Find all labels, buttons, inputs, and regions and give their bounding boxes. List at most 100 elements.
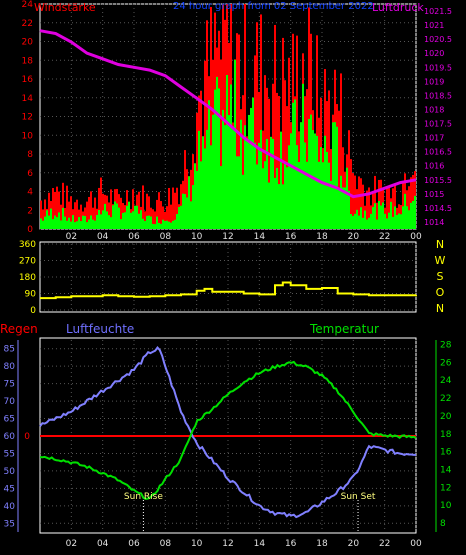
sun-annotation: Sun Rise <box>124 492 163 502</box>
wind-bar <box>312 130 314 229</box>
wind-bar <box>76 221 78 229</box>
luftdruck-tick-label: 1017 <box>424 134 444 143</box>
wind-bar <box>112 205 114 229</box>
wind-bar <box>306 161 308 229</box>
luftdruck-tick-label: 1014.5 <box>424 204 452 213</box>
luftdruck-tick-label: 1021 <box>424 21 444 30</box>
windstaerke-tick-label: 18 <box>22 56 34 66</box>
x-tick-label: 22 <box>379 232 390 242</box>
wind-bar <box>102 210 104 229</box>
wind-bar <box>108 215 110 229</box>
wind-bar <box>168 221 170 229</box>
gust-bar <box>256 22 258 230</box>
wind-bar <box>260 129 262 229</box>
temperatur-axis-label: Temperatur <box>309 322 379 336</box>
wind-bar <box>332 122 334 229</box>
x-tick-label: 04 <box>97 232 109 242</box>
wind-bar <box>380 205 382 229</box>
wind-bar <box>120 219 122 229</box>
x-tick-label: 12 <box>222 539 233 549</box>
windstaerke-tick-label: 0 <box>27 225 33 235</box>
wind-bar <box>304 142 306 229</box>
wind-bar <box>172 220 174 229</box>
wind-bar <box>354 213 356 229</box>
gust-bar <box>354 175 356 229</box>
windstaerke-tick-label: 8 <box>27 150 33 160</box>
gust-bar <box>154 211 156 229</box>
temperature-tick-label: 8 <box>440 519 446 529</box>
gust-bar <box>148 196 150 229</box>
temperature-tick-label: 28 <box>440 340 452 350</box>
gust-bar <box>94 197 96 229</box>
wind-bar <box>232 128 234 229</box>
wind-bar <box>382 202 384 229</box>
wind-bar <box>356 209 358 229</box>
wind-bar <box>270 136 272 229</box>
wind-bar <box>344 187 346 229</box>
wind-bar <box>326 151 328 229</box>
humidity-line <box>39 346 416 519</box>
wind-bar <box>294 99 296 230</box>
wind-bar <box>154 224 156 229</box>
wind-bar <box>338 187 340 229</box>
luftdruck-tick-label: 1014 <box>424 218 444 227</box>
wind-bar <box>352 215 354 229</box>
gust-bar <box>48 192 50 229</box>
wind-bar <box>156 216 158 229</box>
wind-bar <box>192 185 194 229</box>
regen-axis-label: Regen <box>0 322 38 336</box>
rain-zero-label: 0 <box>24 432 30 442</box>
gust-bar <box>386 187 388 229</box>
wind-bar <box>52 219 54 229</box>
wind-bar <box>286 167 288 229</box>
windstaerke-tick-label: 22 <box>22 19 33 29</box>
wind-bar <box>302 83 304 229</box>
wind-bar <box>406 206 408 229</box>
x-tick-label: 22 <box>379 539 390 549</box>
wind-bar <box>374 203 376 229</box>
wind-bar <box>170 222 172 229</box>
gust-bar <box>60 204 62 229</box>
gust-bar <box>58 191 60 229</box>
wind-bar <box>368 217 370 229</box>
wind-bar <box>196 170 198 229</box>
wind-bar <box>44 216 46 229</box>
gust-bar <box>200 90 202 229</box>
wind-bar <box>220 166 222 229</box>
wind-bar <box>110 217 112 229</box>
wind-bar <box>358 215 360 229</box>
gust-bar <box>164 211 166 229</box>
x-tick-label: 16 <box>285 539 297 549</box>
wind-bar <box>128 201 130 229</box>
gust-bar <box>190 169 192 229</box>
wind-bar <box>174 219 176 229</box>
x-tick-label: 18 <box>316 539 328 549</box>
wind-bar <box>250 107 252 229</box>
temperature-tick-label: 22 <box>440 394 451 404</box>
wind-bar <box>98 210 100 229</box>
wind-bar <box>62 207 64 229</box>
gust-bar <box>100 177 102 229</box>
wind-bar <box>364 210 366 229</box>
wind-bar <box>106 211 108 229</box>
wind-bar <box>414 195 416 229</box>
windstaerke-tick-label: 10 <box>22 131 34 141</box>
wind-bar <box>230 84 232 229</box>
wind-bar <box>140 210 142 229</box>
wind-bar <box>114 201 116 229</box>
wind-bar <box>208 100 210 229</box>
sun-annotation: Sun Set <box>341 492 376 502</box>
wind-bar <box>100 214 102 229</box>
wind-bar <box>58 212 60 229</box>
wind-bar <box>78 217 80 229</box>
humidity-tick-label: 35 <box>4 519 15 529</box>
gust-bar <box>408 186 410 229</box>
gust-bar <box>44 199 46 229</box>
temperature-line <box>39 360 417 500</box>
temperature-tick-label: 18 <box>440 430 452 440</box>
gust-bar <box>86 201 88 229</box>
luftdruck-tick-label: 1018 <box>424 105 444 114</box>
gust-bar <box>352 173 354 229</box>
temperature-tick-label: 16 <box>440 448 452 458</box>
gust-bar <box>152 209 154 229</box>
